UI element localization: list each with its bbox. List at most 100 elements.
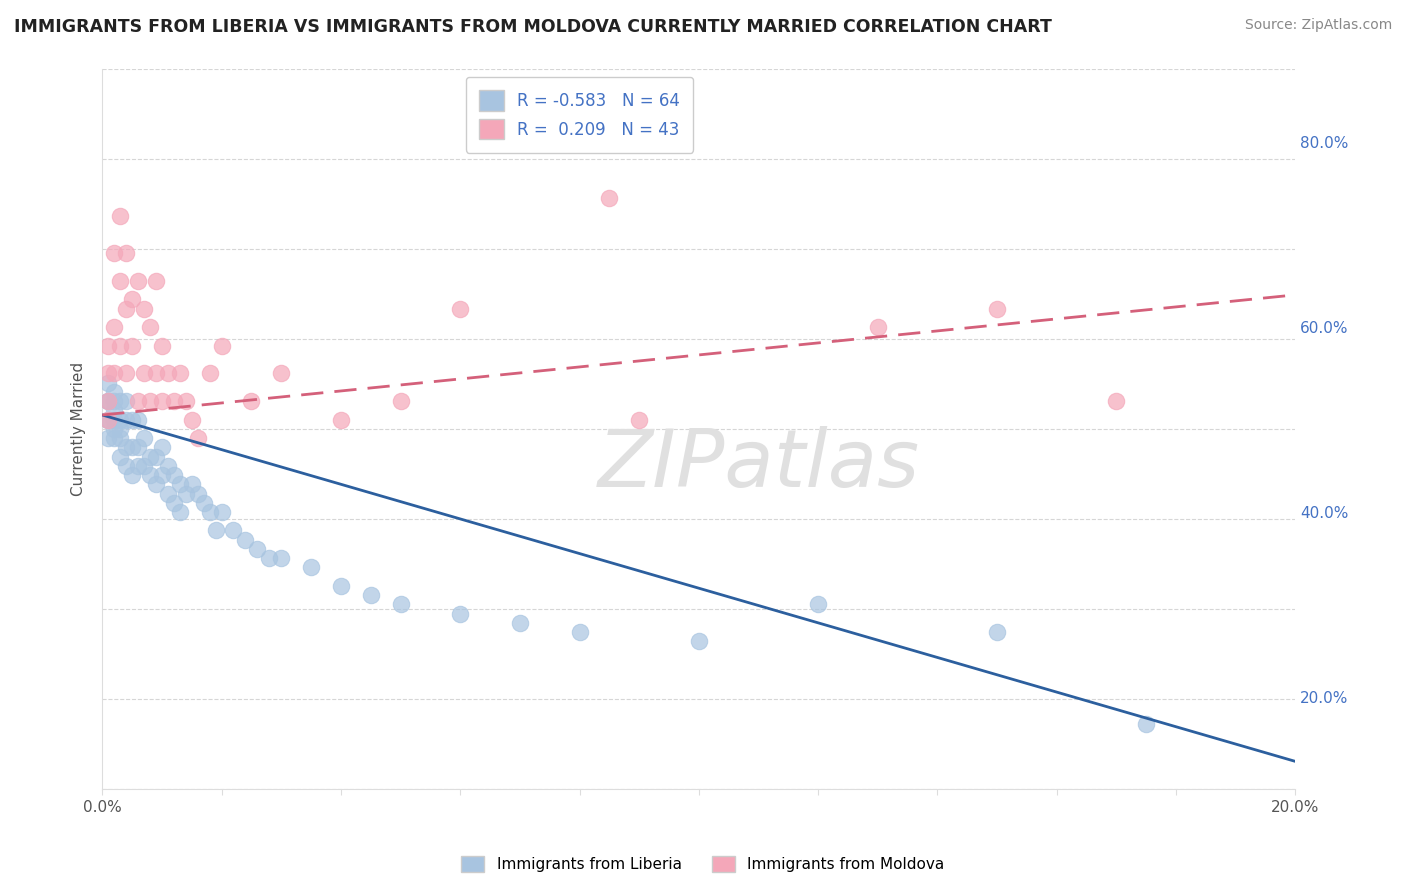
Point (150, 394, 173, 409)
Point (389, 598, 412, 612)
Point (198, 505, 221, 519)
Point (145, 450, 167, 464)
Point (132, 458, 155, 473)
Point (222, 524, 245, 538)
Point (115, 394, 138, 409)
Point (449, 301, 471, 316)
Point (121, 440, 143, 454)
Point (163, 468, 186, 483)
Point (108, 450, 131, 464)
Point (132, 367, 155, 381)
Point (156, 367, 179, 381)
Point (180, 412, 202, 426)
Text: Source: ZipAtlas.com: Source: ZipAtlas.com (1244, 18, 1392, 32)
Point (132, 431, 155, 445)
Point (187, 431, 209, 445)
Point (97, 412, 120, 426)
Point (108, 274, 131, 288)
Point (187, 486, 209, 500)
Point (115, 367, 138, 381)
Point (108, 394, 131, 409)
Point (139, 394, 162, 409)
Point (108, 339, 131, 353)
Point (108, 210, 131, 224)
Point (103, 367, 125, 381)
Point (115, 301, 138, 316)
Point (509, 615, 531, 630)
Legend: Immigrants from Liberia, Immigrants from Moldova: Immigrants from Liberia, Immigrants from… (454, 848, 952, 880)
Point (598, 191, 620, 205)
Point (108, 431, 131, 445)
Point (169, 505, 191, 519)
Point (121, 339, 143, 353)
Point (103, 422, 125, 436)
Legend: R = -0.583   N = 64, R =  0.209   N = 43: R = -0.583 N = 64, R = 0.209 N = 43 (465, 77, 693, 153)
Point (145, 274, 167, 288)
Point (986, 301, 1008, 316)
Point (115, 458, 138, 473)
Point (198, 367, 221, 381)
Point (1105, 394, 1128, 409)
Point (97, 412, 120, 426)
Point (103, 384, 125, 399)
Point (688, 634, 710, 648)
Point (866, 320, 889, 334)
Point (103, 431, 125, 445)
Point (103, 403, 125, 417)
Text: ZIPatlas: ZIPatlas (598, 425, 920, 504)
Point (174, 394, 197, 409)
Point (156, 458, 179, 473)
Point (204, 524, 226, 538)
Point (97, 431, 120, 445)
Point (389, 394, 412, 409)
Point (163, 496, 186, 510)
Point (127, 458, 149, 473)
Point (360, 588, 382, 602)
Point (193, 496, 215, 510)
Point (97, 394, 120, 409)
Point (174, 486, 197, 500)
Text: IMMIGRANTS FROM LIBERIA VS IMMIGRANTS FROM MOLDOVA CURRENTLY MARRIED CORRELATION: IMMIGRANTS FROM LIBERIA VS IMMIGRANTS FR… (14, 18, 1052, 36)
Point (97, 367, 120, 381)
Point (1135, 717, 1157, 731)
Point (121, 412, 143, 426)
Point (150, 468, 173, 483)
Point (235, 533, 257, 547)
Point (628, 412, 651, 426)
Point (240, 394, 263, 409)
Point (246, 541, 269, 556)
Point (329, 579, 352, 593)
Point (329, 412, 352, 426)
Point (97, 339, 120, 353)
Point (139, 468, 162, 483)
Point (270, 367, 292, 381)
Point (121, 293, 143, 307)
Point (115, 440, 138, 454)
Y-axis label: Currently Married: Currently Married (72, 362, 86, 496)
Point (299, 560, 322, 574)
Point (97, 394, 120, 409)
Point (986, 625, 1008, 640)
Point (108, 412, 131, 426)
Point (103, 320, 125, 334)
Point (103, 246, 125, 260)
Point (115, 412, 138, 426)
Point (150, 440, 173, 454)
Point (97, 376, 120, 390)
Point (259, 551, 281, 566)
Point (108, 422, 131, 436)
Point (211, 339, 233, 353)
Point (150, 339, 173, 353)
Point (145, 477, 167, 491)
Point (97, 394, 120, 409)
Point (121, 468, 143, 483)
Point (211, 505, 233, 519)
Point (132, 301, 155, 316)
Point (163, 394, 186, 409)
Point (180, 477, 202, 491)
Point (127, 394, 149, 409)
Point (127, 274, 149, 288)
Point (270, 551, 292, 566)
Point (169, 477, 191, 491)
Point (127, 440, 149, 454)
